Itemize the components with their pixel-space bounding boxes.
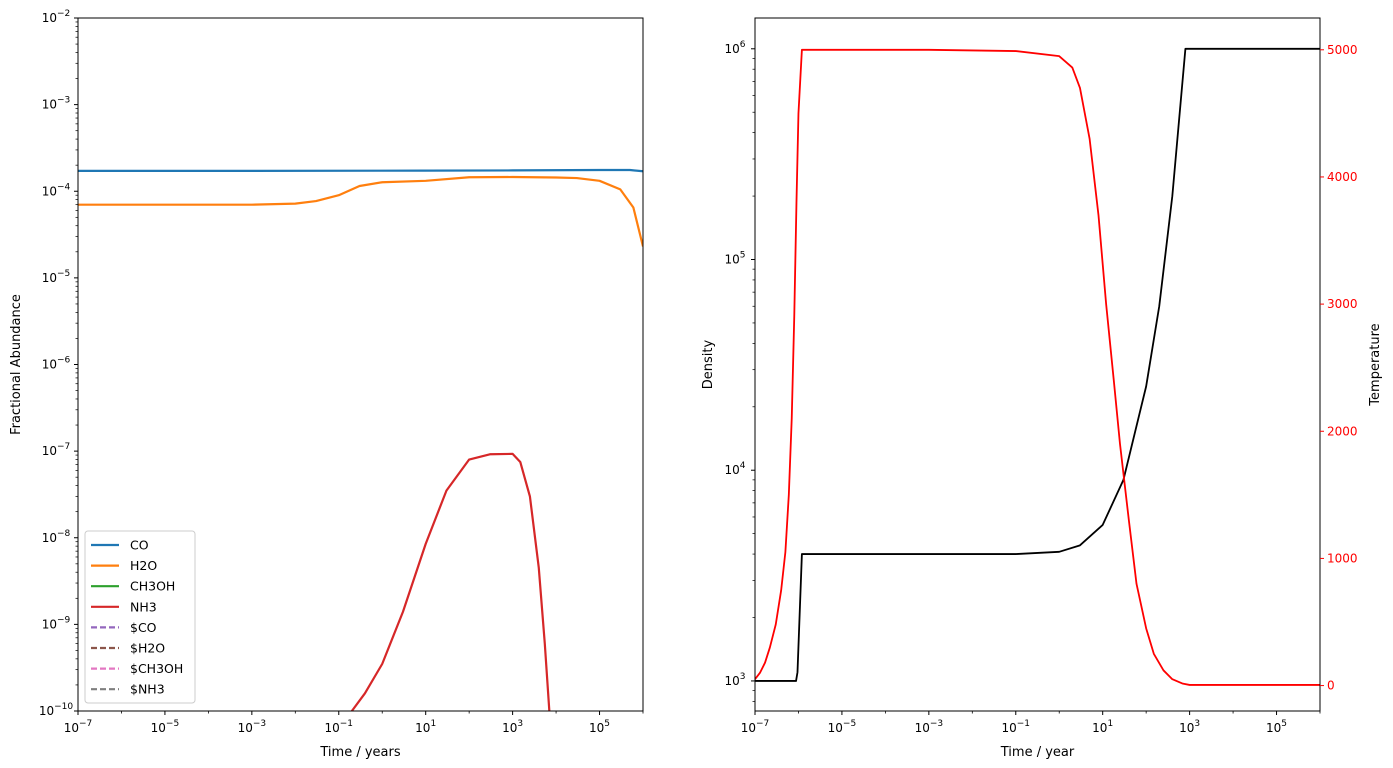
- y-tick-label: 103: [724, 672, 745, 688]
- y-tick-label: 10−7: [42, 442, 71, 458]
- y2-tick-label: 1000: [1327, 551, 1358, 565]
- x-tick-label: 10−1: [324, 719, 353, 735]
- y2-tick-label: 4000: [1327, 170, 1358, 184]
- legend-entry: CH3OH: [130, 579, 175, 594]
- y-tick-label: 10−3: [42, 96, 71, 112]
- y-tick-label: 106: [724, 40, 745, 56]
- y-tick-label: 10−10: [39, 702, 74, 718]
- plot-frame: [754, 17, 1321, 712]
- y-tick-label: 105: [724, 251, 745, 267]
- legend-entry: $NH3: [130, 682, 165, 697]
- legend-entry: CO: [130, 538, 149, 553]
- x-tick-label: 105: [1266, 719, 1287, 735]
- legend-box: [84, 530, 196, 704]
- legend-entry: H2O: [130, 558, 157, 573]
- y-axis-label: Density: [701, 339, 716, 389]
- x-tick-label: 10−7: [64, 719, 93, 735]
- temperature-line: [755, 48, 1320, 686]
- y-tick-label: 10−2: [42, 9, 71, 25]
- x-tick-label: 103: [1179, 719, 1200, 735]
- y2-axis-label: Temperature: [1368, 323, 1383, 406]
- density-line: [755, 47, 1320, 682]
- y2-tick-label: 2000: [1327, 424, 1358, 438]
- y-tick-label: 10−9: [42, 615, 71, 631]
- legend-entry: $CH3OH: [130, 661, 183, 676]
- abundance-chart: 10−7 10−5 10−3 10−1 101 103 105 10−10 10−9 10−8 10…: [9, 9, 644, 760]
- series-line-h2o: [78, 175, 643, 247]
- x-axis-label: Time / years: [319, 745, 400, 760]
- x-tick-label: 10−1: [1001, 719, 1030, 735]
- series-line-nh3: [350, 452, 551, 711]
- legend-entry: $CO: [130, 620, 157, 635]
- plot-area: [755, 47, 1320, 686]
- x-tick-label: 10−7: [741, 719, 770, 735]
- y-tick-label: 10−5: [42, 269, 71, 285]
- x-axis-label: Time / year: [1000, 745, 1075, 760]
- y2-tick-label: 5000: [1327, 43, 1358, 57]
- x-tick-label: 101: [1092, 719, 1113, 735]
- x-tick-label: 101: [415, 719, 436, 735]
- y2-tick-label: 3000: [1327, 297, 1358, 311]
- x-tick-label: 10−3: [238, 719, 267, 735]
- y-axis-label: Fractional Abundance: [9, 294, 24, 435]
- density-temperature-chart: 10−7 10−5 10−3 10−1 101 103 105 103 104 105 106 0 10…: [701, 17, 1383, 760]
- x-tick-label: 10−5: [828, 719, 857, 735]
- y-tick-label: 104: [724, 461, 745, 477]
- x-tick-label: 10−5: [151, 719, 180, 735]
- y-tick-label: 10−4: [42, 182, 71, 198]
- legend-entry: NH3: [130, 599, 157, 614]
- legend: CO H2O CH3OH NH3 $CO $H2O $CH3OH $NH3: [84, 530, 196, 704]
- x-tick-label: 103: [502, 719, 523, 735]
- x-tick-label: 105: [589, 719, 610, 735]
- y2-tick-label: 0: [1327, 679, 1335, 693]
- legend-entry: $H2O: [130, 641, 165, 656]
- y-tick-label: 10−6: [42, 356, 71, 372]
- x-tick-label: 10−3: [915, 719, 944, 735]
- y-tick-label: 10−8: [42, 529, 71, 545]
- series-line-co: [78, 168, 643, 173]
- plot-area: [78, 168, 643, 711]
